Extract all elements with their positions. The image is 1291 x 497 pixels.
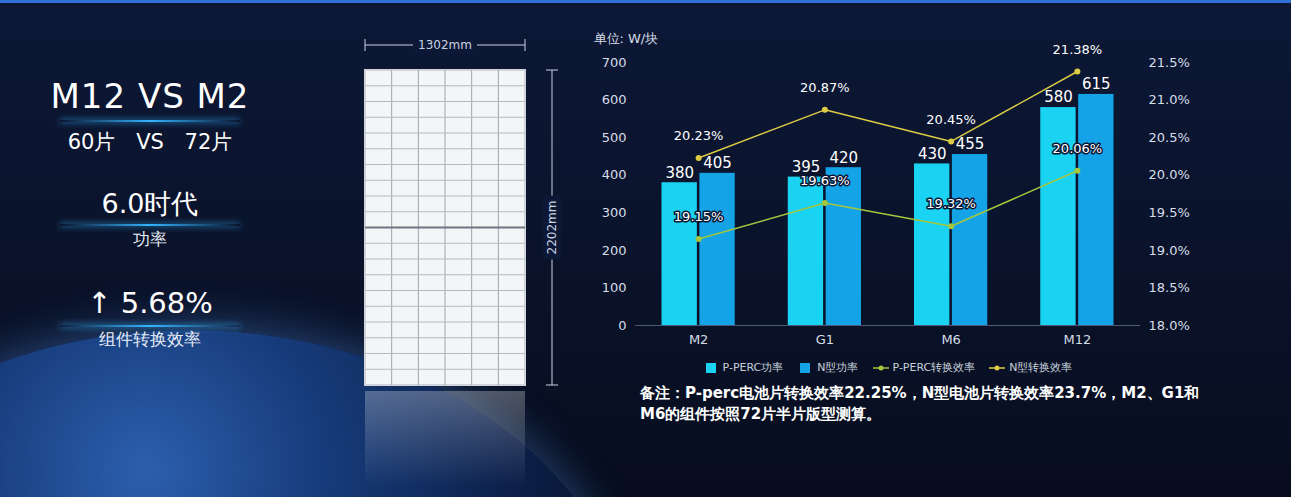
svg-text:18.5%: 18.5% <box>1149 280 1190 295</box>
html-text:N型功率: N型功率 <box>817 361 859 374</box>
svg-text:600: 600 <box>602 92 627 107</box>
html-text:P-PERC功率: P-PERC功率 <box>722 361 784 374</box>
svg-text:G1: G1 <box>816 332 834 347</box>
html-text:60片 VS 72片: 60片 VS 72片 <box>67 130 233 154</box>
svg-text:20.0%: 20.0% <box>1149 167 1190 182</box>
svg-text:M2: M2 <box>689 332 709 347</box>
svg-text:20.87%: 20.87% <box>800 80 850 95</box>
svg-text:430: 430 <box>918 145 947 163</box>
svg-text:18.0%: 18.0% <box>1149 318 1190 333</box>
svg-text:19.0%: 19.0% <box>1149 243 1190 258</box>
html-text:组件转换效率: 组件转换效率 <box>99 329 201 349</box>
svg-text:700: 700 <box>602 55 627 70</box>
html-text:备注：P-perc电池片转换效率22.25%，N型电池片转换: 备注：P-perc电池片转换效率22.25%，N型电池片转换效率23.7%，M2… <box>640 384 1200 423</box>
svg-text:21.5%: 21.5% <box>1149 55 1190 70</box>
svg-text:100: 100 <box>602 280 627 295</box>
svg-text:19.15%: 19.15% <box>674 209 724 224</box>
svg-text:M12: M12 <box>1063 332 1091 347</box>
svg-text:615: 615 <box>1082 75 1111 93</box>
svg-text:19.32%: 19.32% <box>926 196 976 211</box>
svg-text:2202mm: 2202mm <box>545 201 559 255</box>
svg-text:400: 400 <box>602 167 627 182</box>
svg-text:19.5%: 19.5% <box>1149 205 1190 220</box>
svg-text:19.63%: 19.63% <box>800 173 850 188</box>
svg-text:M6: M6 <box>941 332 961 347</box>
svg-text:300: 300 <box>602 205 627 220</box>
html-text:↑ 5.68%: ↑ 5.68% <box>87 286 213 320</box>
svg-text:200: 200 <box>602 243 627 258</box>
svg-text:395: 395 <box>791 157 821 176</box>
html-text:P-PERC转换效率: P-PERC转换效率 <box>892 361 976 374</box>
svg-text:0: 0 <box>618 318 626 333</box>
svg-text:1302mm: 1302mm <box>418 38 472 52</box>
svg-text:380: 380 <box>665 164 694 182</box>
html-text:功率: 功率 <box>133 229 167 249</box>
svg-text:20.5%: 20.5% <box>1149 130 1190 145</box>
svg-text:21.38%: 21.38% <box>1053 42 1103 57</box>
svg-text:405: 405 <box>703 154 732 172</box>
svg-text:21.0%: 21.0% <box>1149 92 1190 107</box>
svg-text:单位: W/块: 单位: W/块 <box>594 31 659 46</box>
svg-text:20.06%: 20.06% <box>1053 141 1103 156</box>
svg-text:20.23%: 20.23% <box>674 128 724 143</box>
html-text:M12 VS M2: M12 VS M2 <box>50 76 250 116</box>
svg-text:500: 500 <box>602 130 627 145</box>
html-text:6.0时代: 6.0时代 <box>101 188 199 219</box>
svg-text:455: 455 <box>956 135 985 153</box>
svg-text:420: 420 <box>829 149 858 167</box>
svg-text:20.45%: 20.45% <box>926 112 976 127</box>
svg-text:580: 580 <box>1044 88 1073 106</box>
html-text:N型转换效率: N型转换效率 <box>1009 361 1073 374</box>
